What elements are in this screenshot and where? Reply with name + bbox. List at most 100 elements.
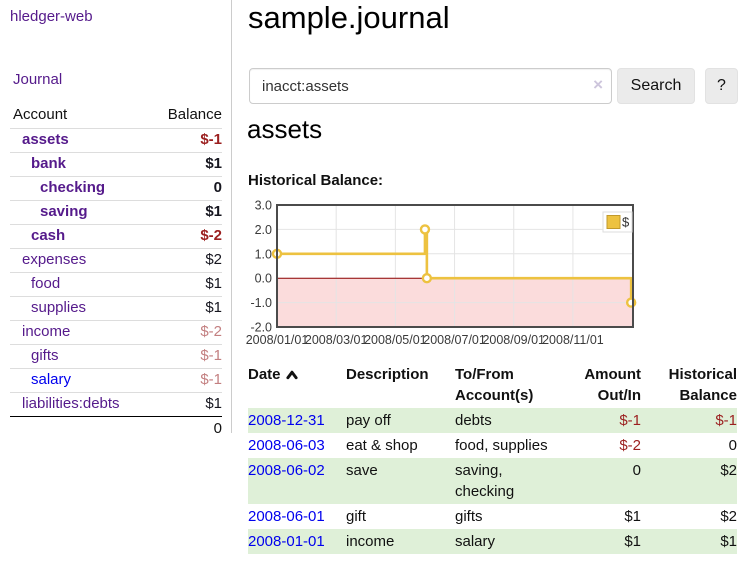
account-balance: $1 <box>205 203 222 220</box>
brand-link[interactable]: hledger-web <box>10 8 93 25</box>
account-name-cell: liabilities:debts <box>10 393 149 417</box>
svg-text:2.0: 2.0 <box>255 223 272 237</box>
account-row: income $-2 <box>10 320 222 345</box>
account-name-cell: checking <box>10 177 149 201</box>
historical-balance-chart[interactable]: $3.0 2.0 1.0 0.0 -1.0 -2.0 2008/01/01 2008/03/0… <box>242 199 642 352</box>
account-link[interactable]: supplies <box>31 299 87 316</box>
svg-text:-1.0: -1.0 <box>250 296 272 310</box>
register-amount-cell: 0 <box>632 462 641 479</box>
accounts-table: Account Balance assets $-1 bank $1 check… <box>10 103 222 441</box>
register-amount-cell: $-1 <box>619 412 641 429</box>
search-input[interactable] <box>249 68 612 104</box>
register-date-cell: 2008-01-01 <box>248 529 346 554</box>
register-accounts-cell: salary <box>455 533 496 550</box>
account-row: salary $-1 <box>10 368 222 393</box>
register-description-cell: income <box>346 533 395 550</box>
account-row: expenses $2 <box>10 248 222 273</box>
account-link[interactable]: gifts <box>31 347 59 364</box>
account-link[interactable]: expenses <box>22 251 87 268</box>
register-accounts-cell: gifts <box>455 508 483 525</box>
transaction-date-link[interactable]: 2008-06-03 <box>248 437 325 454</box>
sidebar-item-journal[interactable]: Journal <box>13 71 63 88</box>
register-accounts-cell: debts <box>455 412 492 429</box>
svg-text:2008/05/01: 2008/05/01 <box>364 333 427 347</box>
svg-text:-2.0: -2.0 <box>250 321 272 335</box>
register-description-cell: gift <box>346 508 367 525</box>
svg-text:2008/03/01: 2008/03/01 <box>305 333 368 347</box>
chevron-up-icon <box>285 370 298 380</box>
account-link[interactable]: checking <box>40 179 106 196</box>
main-content: sample.journal × Search ? assets Histori… <box>246 0 742 582</box>
account-balance: $2 <box>205 251 222 268</box>
account-row: checking 0 <box>10 176 222 201</box>
date-column-label: Date <box>248 366 281 383</box>
amount-column-header: Amount Out/In <box>584 366 641 404</box>
account-balance: $-1 <box>200 371 222 388</box>
account-column-header: Account <box>13 106 68 123</box>
register-date-cell: 2008-06-01 <box>248 504 346 529</box>
search-box: × <box>249 68 612 104</box>
svg-text:0.0: 0.0 <box>255 272 272 286</box>
legend-swatch <box>606 215 621 229</box>
description-column-header: Description <box>346 366 429 383</box>
account-title: assets <box>247 114 323 144</box>
register-balance-cell: 0 <box>728 437 737 454</box>
svg-text:2008/07/01: 2008/07/01 <box>423 333 486 347</box>
account-name-cell: food <box>10 273 149 297</box>
account-balance: $1 <box>205 275 222 292</box>
account-link[interactable]: saving <box>40 203 88 220</box>
account-balance: $-1 <box>200 131 222 148</box>
transaction-date-link[interactable]: 2008-06-02 <box>248 462 325 479</box>
balance-column-header: Balance <box>167 106 222 123</box>
register-balance-cell: $2 <box>720 508 737 525</box>
account-link[interactable]: liabilities:debts <box>22 395 120 412</box>
help-button[interactable]: ? <box>705 68 738 104</box>
account-name-cell: assets <box>10 129 149 153</box>
register-amount-cell: $-2 <box>619 437 641 454</box>
svg-text:1.0: 1.0 <box>255 247 272 261</box>
account-balance: $-2 <box>200 323 222 340</box>
register-description-cell: save <box>346 462 378 479</box>
register-row: 2008-12-31 pay off debts $-1 $-1 <box>248 408 737 433</box>
register-row: 2008-06-03 eat & shop food, supplies $-2… <box>248 433 737 458</box>
account-balance: 0 <box>213 179 222 196</box>
account-link[interactable]: food <box>31 275 61 292</box>
account-name-cell: salary <box>10 369 149 393</box>
clear-search-icon[interactable]: × <box>593 75 603 94</box>
register-date-cell: 2008-06-02 <box>248 458 346 504</box>
account-balance: $1 <box>205 395 222 412</box>
account-row: saving $1 <box>10 200 222 225</box>
legend-label: $ <box>622 215 630 230</box>
search-button[interactable]: Search <box>617 68 695 104</box>
account-name-cell: cash <box>10 225 149 249</box>
transaction-date-link[interactable]: 2008-01-01 <box>248 533 325 550</box>
accounts-total-spacer <box>10 416 150 441</box>
account-row: food $1 <box>10 272 222 297</box>
account-name-cell: expenses <box>10 249 149 273</box>
account-link[interactable]: cash <box>31 227 66 244</box>
account-link[interactable]: assets <box>22 131 69 148</box>
register-balance-cell: $2 <box>720 462 737 479</box>
account-link[interactable]: salary <box>31 371 72 388</box>
chart-title: Historical Balance: <box>248 172 384 189</box>
account-row: assets $-1 <box>10 128 222 153</box>
register-description-cell: pay off <box>346 412 391 429</box>
date-column-header[interactable]: Date <box>248 362 346 408</box>
register-row: 2008-01-01 income salary $1 $1 <box>248 529 737 554</box>
account-name-cell: supplies <box>10 297 149 321</box>
svg-text:2008/01/01: 2008/01/01 <box>246 333 309 347</box>
register-date-cell: 2008-12-31 <box>248 408 346 433</box>
account-balance: $1 <box>205 155 222 172</box>
account-row: gifts $-1 <box>10 344 222 369</box>
transaction-date-link[interactable]: 2008-06-01 <box>248 508 325 525</box>
account-link[interactable]: bank <box>31 155 67 172</box>
account-name-cell: bank <box>10 153 149 177</box>
account-row: supplies $1 <box>10 296 222 321</box>
transaction-date-link[interactable]: 2008-12-31 <box>248 412 325 429</box>
account-link[interactable]: income <box>22 323 71 340</box>
svg-text:2008/11/01: 2008/11/01 <box>542 333 604 347</box>
account-balance: $1 <box>205 299 222 316</box>
register-row: 2008-06-01 gift gifts $1 $2 <box>248 504 737 529</box>
register-table: Date Description To/From Account(s) Amou… <box>248 362 737 554</box>
